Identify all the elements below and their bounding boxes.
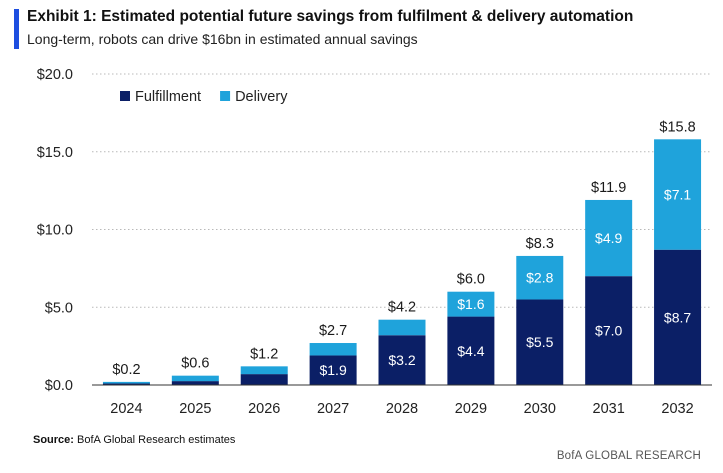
total-label: $4.2 [388, 300, 416, 316]
y-tick-label: $0.0 [45, 378, 73, 394]
total-label: $1.2 [250, 346, 278, 362]
total-label: $11.9 [591, 180, 626, 196]
bar-fulfillment-2026 [240, 374, 288, 385]
bar-value-label: $2.8 [526, 270, 553, 286]
bar-fulfillment-2029 [447, 316, 495, 385]
total-label: $0.6 [181, 356, 209, 372]
total-label: $2.7 [319, 323, 347, 339]
x-tick-label: 2024 [110, 401, 142, 417]
source-text: BofA Global Research estimates [73, 434, 236, 446]
bar-delivery-2026 [240, 366, 288, 375]
bar-fulfillment-2030 [516, 299, 564, 385]
bar-fulfillment-2028 [378, 335, 426, 385]
x-tick-label: 2027 [317, 401, 349, 417]
bar-delivery-2025 [171, 375, 219, 382]
brand-footer: BofA GLOBAL RESEARCH [556, 450, 701, 462]
source-note: Source: BofA Global Research estimates [33, 434, 235, 446]
title-accent-bar [14, 9, 19, 49]
x-tick-label: 2026 [248, 401, 280, 417]
bar-value-label: $5.5 [526, 334, 553, 350]
bar-fulfillment-2032 [654, 249, 702, 385]
bar-fulfillment-2025 [171, 381, 219, 385]
total-label: $15.8 [659, 119, 695, 135]
bar-delivery-2032 [654, 139, 702, 250]
total-label: $6.0 [457, 272, 485, 288]
bar-delivery-2028 [378, 319, 426, 336]
bar-delivery-2031 [585, 199, 633, 277]
bar-delivery-2029 [447, 291, 495, 317]
total-label: $0.2 [112, 362, 140, 378]
source-label: Source: [33, 434, 74, 446]
y-tick-label: $20.0 [37, 67, 73, 83]
chart-subtitle: Long-term, robots can drive $16bn in est… [27, 31, 418, 47]
bar-value-label: $4.4 [457, 343, 484, 359]
bar-value-label: $8.7 [664, 309, 691, 325]
y-tick-label: $5.0 [45, 300, 73, 316]
bar-delivery-2030 [516, 255, 564, 300]
bar-value-label: $7.0 [595, 323, 622, 339]
y-tick-label: $10.0 [37, 223, 73, 239]
legend-swatch-delivery [220, 91, 231, 101]
legend-label-delivery: Delivery [235, 89, 288, 105]
bar-fulfillment-2024 [102, 383, 150, 385]
bar-fulfillment-2031 [585, 276, 633, 385]
bar-delivery-2024 [102, 381, 150, 384]
bar-value-label: $3.2 [388, 352, 415, 368]
bar-value-label: $4.9 [595, 230, 622, 246]
legend-swatch-fulfillment [120, 91, 130, 101]
bar-fulfillment-2027 [309, 355, 357, 385]
x-tick-label: 2028 [386, 401, 418, 417]
y-tick-label: $15.0 [37, 145, 73, 161]
x-tick-label: 2029 [455, 401, 487, 417]
chart-title: Exhibit 1: Estimated potential future sa… [27, 8, 634, 25]
legend-label-fulfillment: Fulfillment [135, 89, 201, 105]
total-label: $8.3 [526, 236, 554, 252]
bar-value-label: $1.6 [457, 296, 484, 312]
bar-value-label: $1.9 [319, 362, 346, 378]
x-tick-label: 2030 [524, 401, 556, 417]
bar-value-label: $7.1 [664, 187, 691, 203]
x-tick-label: 2032 [661, 401, 693, 417]
bar-delivery-2027 [309, 343, 357, 356]
x-tick-label: 2031 [593, 401, 625, 417]
x-tick-label: 2025 [179, 401, 211, 417]
